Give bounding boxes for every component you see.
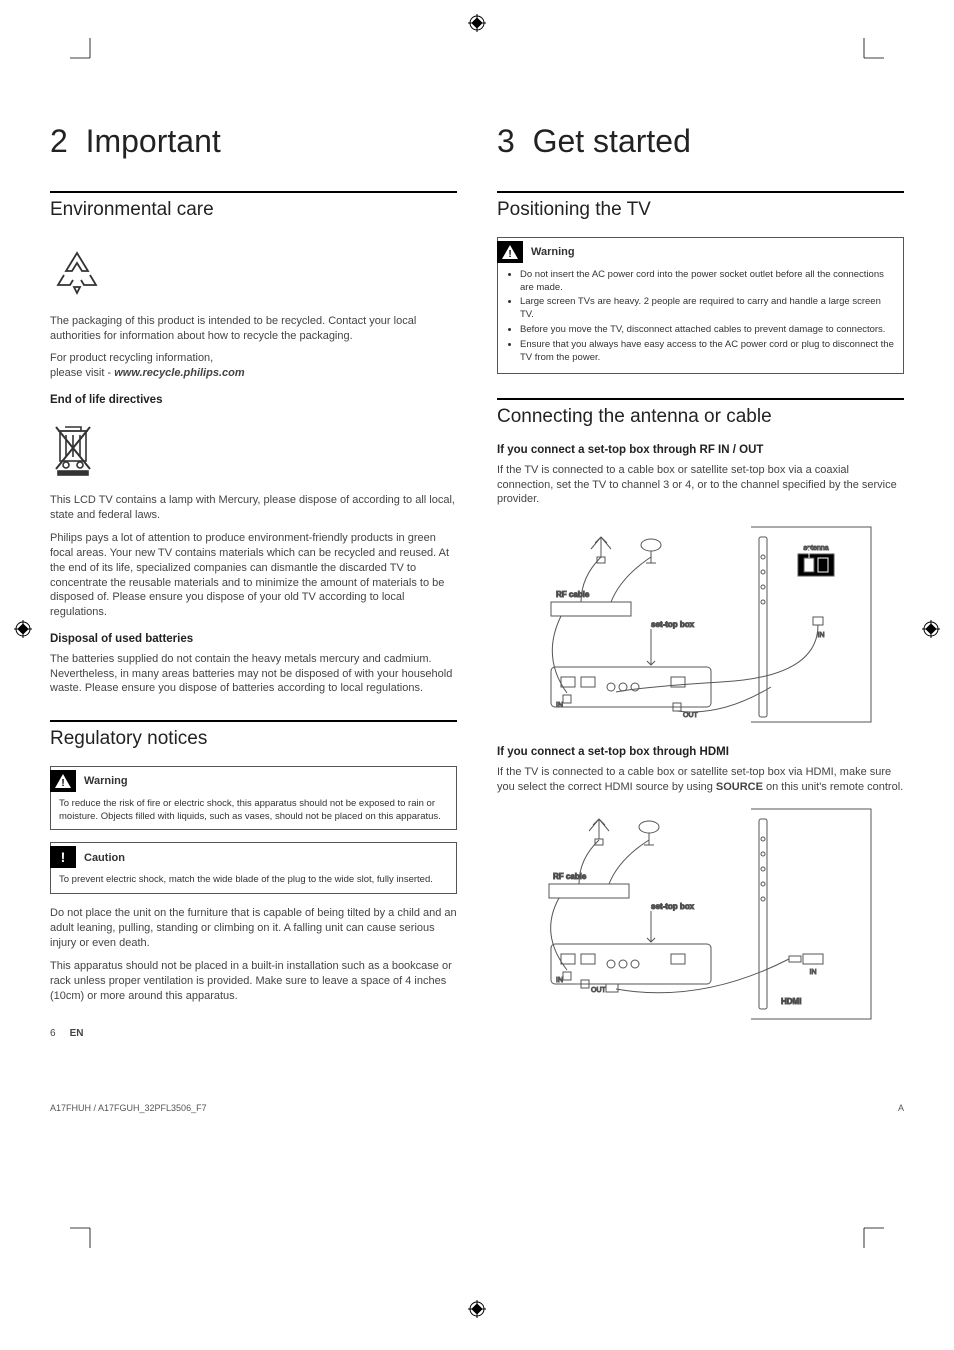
svg-text:set-top box: set-top box bbox=[651, 620, 695, 629]
warning-item: Before you move the TV, disconnect attac… bbox=[520, 324, 895, 337]
page-lang: EN bbox=[70, 1027, 84, 1041]
reg-mark-right bbox=[922, 620, 940, 638]
warning-icon: ! bbox=[50, 770, 76, 792]
warning-label: Warning bbox=[531, 245, 575, 260]
svg-text:!: ! bbox=[61, 778, 64, 789]
section-environmental-care: Environmental care bbox=[50, 191, 457, 223]
env-p2: For product recycling information, pleas… bbox=[50, 351, 457, 381]
svg-text:IN: IN bbox=[556, 702, 563, 709]
warning-icon: ! bbox=[497, 241, 523, 263]
caution-box: ! Caution To prevent electric shock, mat… bbox=[50, 842, 457, 894]
svg-text:HDMI: HDMI bbox=[781, 997, 801, 1006]
rf-connect-heading: If you connect a set-top box through RF … bbox=[497, 443, 904, 459]
document-footer: A17FHUH / A17FGUH_32PFL3506_F7 A bbox=[50, 1102, 904, 1114]
recycle-icon bbox=[50, 245, 104, 299]
caution-text: To prevent electric shock, match the wid… bbox=[51, 870, 456, 893]
chapter-2-heading: 2 Important bbox=[50, 120, 457, 163]
crop-mark bbox=[70, 38, 100, 68]
section-positioning: Positioning the TV bbox=[497, 191, 904, 223]
svg-text:!: ! bbox=[508, 249, 511, 260]
diagram-rf-connection: antenna IN set-top box IN bbox=[521, 517, 881, 727]
svg-text:RF cable: RF cable bbox=[553, 872, 587, 881]
svg-text:OUT: OUT bbox=[683, 712, 699, 719]
warning-item: Ensure that you always have easy access … bbox=[520, 339, 895, 365]
env-p3: This LCD TV contains a lamp with Mercury… bbox=[50, 493, 457, 523]
caution-label: Caution bbox=[84, 851, 125, 866]
warning-box: ! Warning To reduce the risk of fire or … bbox=[50, 766, 457, 831]
reg-p2: This apparatus should not be placed in a… bbox=[50, 959, 457, 1004]
reg-mark-bottom bbox=[468, 1300, 486, 1318]
svg-text:IN: IN bbox=[556, 977, 563, 984]
env-p5: The batteries supplied do not contain th… bbox=[50, 652, 457, 697]
env-p4: Philips pays a lot of attention to produ… bbox=[50, 531, 457, 620]
caution-icon: ! bbox=[50, 846, 76, 868]
left-column: 2 Important Environmental care The packa… bbox=[50, 120, 457, 1042]
warning-item: Do not insert the AC power cord into the… bbox=[520, 269, 895, 295]
section-regulatory: Regulatory notices bbox=[50, 720, 457, 752]
page-number: 6 bbox=[50, 1027, 56, 1041]
hdmi-connect-p: If the TV is connected to a cable box or… bbox=[497, 765, 904, 795]
diagram-hdmi-connection: IN HDMI set-top box IN OUT RF cable bbox=[521, 804, 881, 1024]
svg-text:set-top box: set-top box bbox=[651, 902, 695, 911]
crop-mark bbox=[70, 1218, 100, 1248]
end-of-life-heading: End of life directives bbox=[50, 393, 457, 409]
svg-text:!: ! bbox=[61, 849, 66, 865]
disposal-batteries-heading: Disposal of used batteries bbox=[50, 632, 457, 648]
chapter-3-heading: 3 Get started bbox=[497, 120, 904, 163]
svg-text:RF cable: RF cable bbox=[556, 590, 590, 599]
reg-mark-top bbox=[468, 14, 486, 32]
warning-text: To reduce the risk of fire or electric s… bbox=[51, 794, 456, 830]
reg-mark-left bbox=[14, 620, 32, 638]
hdmi-connect-heading: If you connect a set-top box through HDM… bbox=[497, 745, 904, 761]
section-connecting: Connecting the antenna or cable bbox=[497, 398, 904, 430]
warning-item: Large screen TVs are heavy. 2 people are… bbox=[520, 296, 895, 322]
crossed-bin-icon bbox=[50, 421, 96, 479]
right-column: 3 Get started Positioning the TV ! Warni… bbox=[497, 120, 904, 1042]
crop-mark bbox=[854, 1218, 884, 1248]
page-content: 2 Important Environmental care The packa… bbox=[50, 120, 904, 1042]
svg-text:IN: IN bbox=[809, 969, 816, 976]
crop-mark bbox=[854, 38, 884, 68]
reg-p1: Do not place the unit on the furniture t… bbox=[50, 906, 457, 951]
svg-text:OUT: OUT bbox=[591, 987, 607, 994]
warning-box-positioning: ! Warning Do not insert the AC power cor… bbox=[497, 237, 904, 374]
warning-list: Do not insert the AC power cord into the… bbox=[506, 269, 895, 365]
env-p1: The packaging of this product is intende… bbox=[50, 314, 457, 344]
page-footer: 6 EN bbox=[50, 1027, 457, 1041]
warning-label: Warning bbox=[84, 774, 128, 789]
rf-connect-p: If the TV is connected to a cable box or… bbox=[497, 463, 904, 508]
svg-text:IN: IN bbox=[817, 632, 824, 639]
